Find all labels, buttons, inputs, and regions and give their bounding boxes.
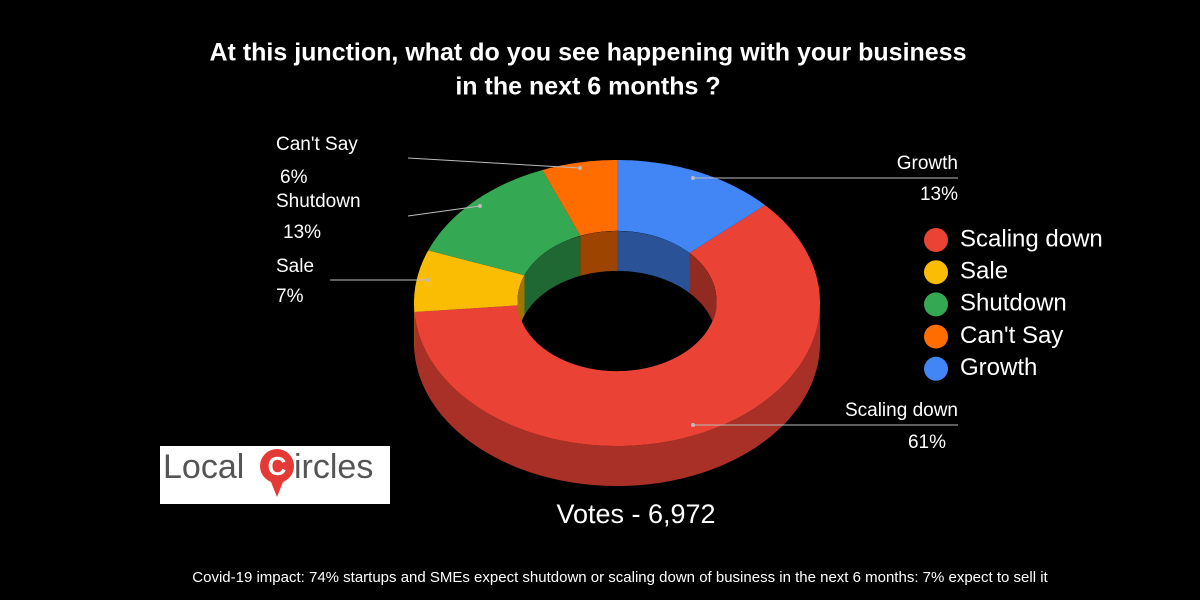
data-label-name: Shutdown [276,191,361,212]
chart-title: in the next 6 months ? [455,73,720,101]
logo: Local C ircles [160,446,390,504]
slice [414,250,525,312]
data-label: 61% [908,432,946,453]
data-label: 6% [280,167,308,188]
data-label: 13% [920,184,958,205]
leader-dot [578,166,582,170]
slice-inner-side [617,231,690,293]
leader-dot [691,176,695,180]
votes: Votes - 6,972 [556,499,715,529]
leader-dot [478,204,482,208]
legend-label: Shutdown [960,290,1067,317]
legend-marker [924,324,948,349]
data-label: 13% [283,222,321,243]
data-label-name: Sale [276,256,314,277]
data-label-name: Scaling down [845,400,958,421]
slice-inner-side [524,235,581,316]
logo-pin [260,449,294,483]
legend: Scaling down Sale Shutdown Can't Say Growth [924,225,1103,381]
leader-dot [426,278,430,282]
legend-label: Can't Say [960,322,1063,349]
slice-inner-side [580,231,617,276]
caption: Covid-19 impact: 74% startups and SMEs e… [192,569,1048,586]
slice-inner-side [689,253,717,341]
legend-label: Sale [960,258,1008,285]
logo-text: ircles [294,448,373,486]
slice [542,160,617,236]
data-labels: Scaling down 61% Sale 7% Shutdown 13% Can't Sa… [276,134,958,453]
pie [414,160,820,486]
logo-text: Local [163,448,244,486]
chart-title: At this junction, what do you see happen… [210,39,967,67]
data-label: 7% [276,286,304,307]
logo-letter: C [268,451,287,481]
legend-marker [924,292,948,317]
leader-dot [691,423,695,427]
slice [428,170,581,276]
logo-pin-tip [271,482,283,497]
leader-line [407,157,581,169]
legend-marker [924,356,948,381]
legend-label: Scaling down [960,225,1103,252]
legend-marker [924,260,948,285]
slice [414,205,820,446]
legend-label: Growth [960,354,1037,381]
data-label-name: Can't Say [276,134,358,155]
slice [617,160,765,253]
legend-marker [924,228,948,252]
data-label-name: Growth [897,153,958,174]
slice-side [414,304,820,486]
leader-line [407,205,481,217]
